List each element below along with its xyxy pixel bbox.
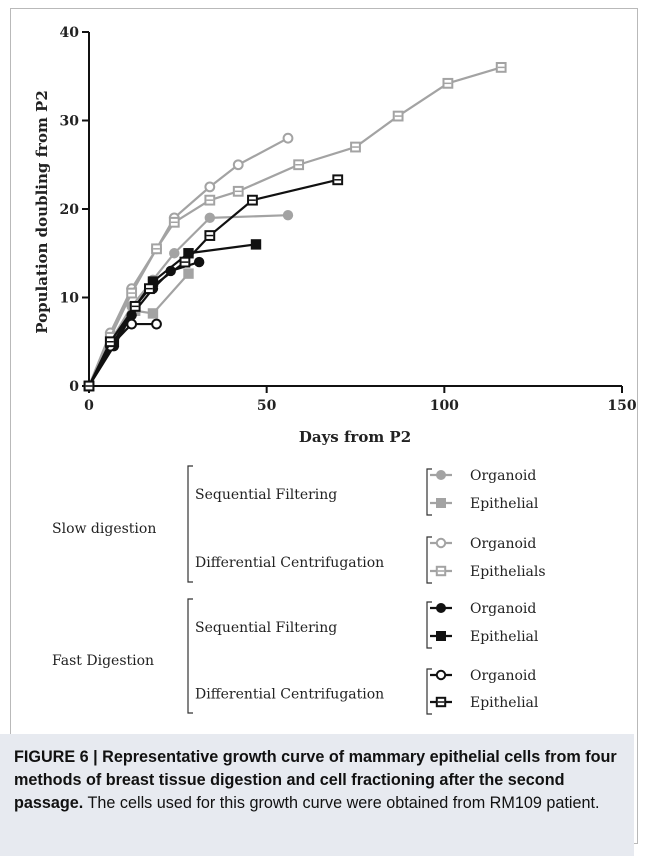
data-point (169, 248, 180, 259)
legend-method-label: Sequential Filtering (195, 487, 337, 503)
legend-group-label: Slow digestion (52, 521, 156, 537)
legend-method-label: Sequential Filtering (195, 620, 337, 636)
legend-group-bracket (187, 598, 193, 714)
legend-entry-label: Organoid (470, 536, 536, 552)
legend-marker (436, 470, 446, 480)
legend-marker (436, 603, 446, 613)
series-line (87, 137, 289, 387)
legend-marker (435, 537, 447, 549)
legend-entry-bracket (426, 668, 432, 715)
legend-method-label: Differential Centrifugation (195, 555, 384, 571)
legend-group-label: Fast Digestion (52, 653, 154, 669)
legend-entry-label: Epithelials (470, 564, 546, 580)
data-point (151, 318, 162, 330)
legend-entry-bracket (426, 601, 432, 649)
legend-marker (436, 498, 446, 508)
data-point (193, 256, 205, 268)
legend-marker (435, 669, 447, 681)
x-tick-label: 100 (430, 398, 459, 414)
legend-entry: Epithelials (430, 564, 546, 580)
data-point (204, 181, 216, 193)
series-layer (83, 62, 507, 392)
growth-curve-chart: 0 50 100 150 0 10 20 30 40 Days from P2 Populati… (33, 25, 637, 715)
data-point (183, 268, 194, 279)
legend-method-label: Differential Centrifugation (195, 687, 384, 703)
caption-title: FIGURE 6 | Representative growth curve o… (14, 748, 617, 812)
series-8 (83, 174, 344, 392)
legend-entry-bracket (426, 536, 432, 584)
x-tick-label: 0 (84, 398, 94, 414)
figure-caption: FIGURE 6 | Representative growth curve o… (0, 734, 634, 856)
data-point (282, 209, 294, 221)
data-point (147, 308, 159, 319)
axes: 0 50 100 150 0 10 20 30 40 (60, 25, 637, 414)
legend-entry-label: Epithelial (470, 496, 539, 512)
x-tick-label: 50 (257, 398, 277, 414)
legend-group-bracket (187, 465, 193, 583)
legend-entry-label: Organoid (470, 601, 536, 617)
legend: Slow digestion Sequential Filtering Organo… (52, 465, 546, 715)
series-1 (83, 209, 294, 392)
legend-entry: Epithelial (430, 629, 539, 645)
legend-entry-label: Organoid (470, 668, 536, 684)
data-point (250, 239, 262, 250)
legend-entry-label: Epithelial (470, 695, 539, 711)
series-line (88, 322, 157, 387)
series-2 (83, 268, 194, 392)
series-line (88, 178, 338, 387)
y-tick-label: 40 (60, 25, 80, 41)
legend-entry: Epithelial (430, 695, 539, 711)
series-4 (83, 62, 507, 392)
legend-entry: Organoid (430, 536, 536, 552)
y-tick-label: 20 (60, 202, 80, 218)
legend-entry-label: Organoid (470, 468, 536, 484)
legend-entry: Epithelial (430, 496, 539, 512)
data-point (282, 132, 294, 144)
legend-entry: Organoid (430, 468, 536, 484)
caption-text: The cells used for this growth curve wer… (83, 794, 600, 812)
x-tick-label: 150 (607, 398, 636, 414)
y-tick-label: 10 (60, 291, 80, 307)
y-tick-label: 0 (69, 379, 79, 395)
legend-marker (436, 631, 446, 641)
legend-entry: Organoid (430, 601, 536, 617)
y-tick-label: 30 (60, 114, 80, 130)
series-line (88, 272, 190, 387)
data-point (183, 248, 194, 259)
legend-entry-label: Epithelial (470, 629, 539, 645)
series-line (87, 66, 502, 387)
data-point (126, 318, 138, 330)
series-line (88, 243, 257, 387)
x-axis-label: Days from P2 (299, 428, 411, 446)
legend-entry-bracket (426, 468, 432, 516)
data-point (204, 212, 216, 224)
legend-entry: Organoid (430, 668, 536, 684)
series-6 (83, 239, 262, 392)
data-point (147, 276, 159, 287)
data-point (232, 159, 244, 171)
y-axis-label: Population doubling from P2 (33, 90, 51, 334)
